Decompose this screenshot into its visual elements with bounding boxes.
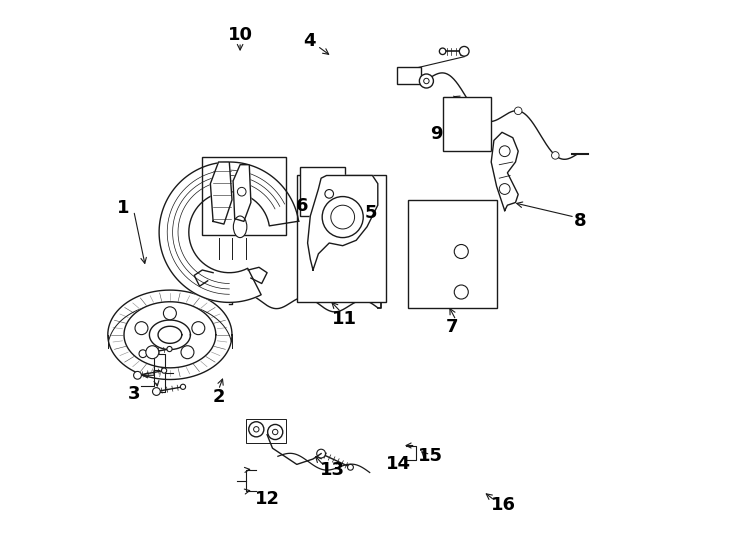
- Polygon shape: [491, 132, 518, 211]
- Circle shape: [440, 48, 446, 55]
- Text: 4: 4: [303, 31, 316, 50]
- Circle shape: [458, 289, 464, 295]
- Circle shape: [329, 170, 333, 174]
- Circle shape: [322, 190, 326, 193]
- Circle shape: [146, 346, 159, 359]
- Circle shape: [241, 158, 244, 161]
- Circle shape: [221, 221, 224, 224]
- Bar: [297, 176, 386, 302]
- Circle shape: [181, 346, 194, 359]
- Circle shape: [244, 221, 247, 224]
- Circle shape: [134, 372, 142, 379]
- Circle shape: [347, 464, 353, 470]
- Circle shape: [470, 136, 474, 141]
- Polygon shape: [211, 162, 232, 224]
- Circle shape: [167, 347, 172, 352]
- Text: 14: 14: [386, 455, 411, 474]
- Circle shape: [135, 322, 148, 335]
- Polygon shape: [150, 320, 190, 349]
- Text: 7: 7: [446, 318, 459, 336]
- Bar: [299, 167, 346, 216]
- Polygon shape: [158, 326, 182, 343]
- Polygon shape: [308, 176, 378, 270]
- Text: 15: 15: [418, 447, 443, 465]
- Circle shape: [459, 46, 469, 56]
- Polygon shape: [108, 290, 232, 380]
- Text: 11: 11: [332, 309, 357, 328]
- Circle shape: [411, 271, 420, 280]
- Text: 10: 10: [228, 26, 252, 44]
- Circle shape: [161, 368, 167, 373]
- Text: 1: 1: [117, 199, 129, 217]
- Circle shape: [458, 248, 464, 254]
- Polygon shape: [109, 290, 231, 341]
- Circle shape: [321, 181, 327, 186]
- Bar: [203, 157, 286, 235]
- Circle shape: [454, 245, 468, 259]
- Circle shape: [447, 137, 454, 144]
- Circle shape: [411, 231, 420, 239]
- Text: 2: 2: [212, 388, 225, 406]
- Text: 3: 3: [128, 385, 140, 403]
- Circle shape: [551, 152, 559, 159]
- Circle shape: [338, 199, 341, 202]
- Circle shape: [327, 195, 331, 199]
- Circle shape: [153, 388, 160, 395]
- Circle shape: [317, 449, 325, 458]
- Circle shape: [181, 384, 186, 389]
- Circle shape: [249, 422, 264, 437]
- Circle shape: [164, 307, 176, 320]
- Circle shape: [322, 197, 363, 238]
- Text: 16: 16: [490, 496, 515, 514]
- Circle shape: [192, 322, 205, 335]
- Polygon shape: [233, 165, 251, 221]
- Circle shape: [207, 165, 211, 170]
- Circle shape: [230, 162, 236, 167]
- Circle shape: [470, 105, 477, 113]
- Bar: [443, 97, 491, 151]
- Circle shape: [447, 105, 454, 111]
- Bar: [396, 68, 421, 84]
- Circle shape: [211, 226, 216, 230]
- Text: 5: 5: [365, 204, 377, 222]
- Circle shape: [268, 424, 283, 440]
- Circle shape: [419, 74, 433, 88]
- Circle shape: [454, 285, 468, 299]
- Text: 12: 12: [255, 490, 280, 509]
- Text: 13: 13: [320, 461, 345, 479]
- Bar: [407, 200, 497, 308]
- Circle shape: [139, 350, 147, 357]
- Circle shape: [217, 160, 220, 164]
- Polygon shape: [124, 302, 216, 368]
- Circle shape: [234, 226, 239, 230]
- Circle shape: [515, 107, 522, 114]
- Circle shape: [305, 189, 310, 194]
- Bar: [245, 418, 286, 443]
- Text: 6: 6: [296, 197, 308, 215]
- Polygon shape: [159, 162, 299, 302]
- Text: 8: 8: [574, 212, 586, 231]
- Circle shape: [470, 104, 474, 109]
- Ellipse shape: [233, 216, 247, 238]
- Text: 9: 9: [430, 125, 443, 143]
